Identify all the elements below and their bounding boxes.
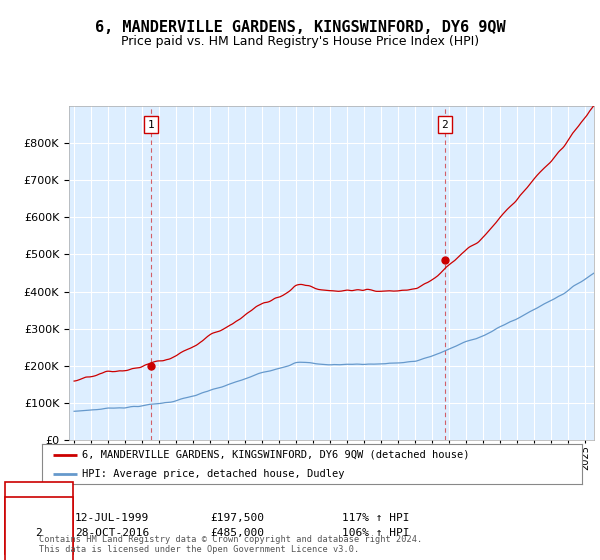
- Text: 2: 2: [35, 528, 43, 538]
- Text: 28-OCT-2016: 28-OCT-2016: [75, 528, 149, 538]
- Text: HPI: Average price, detached house, Dudley: HPI: Average price, detached house, Dudl…: [83, 469, 345, 478]
- Text: 2: 2: [442, 120, 448, 130]
- Text: 1: 1: [148, 120, 154, 130]
- Text: 117% ↑ HPI: 117% ↑ HPI: [342, 513, 409, 523]
- Text: 6, MANDERVILLE GARDENS, KINGSWINFORD, DY6 9QW: 6, MANDERVILLE GARDENS, KINGSWINFORD, DY…: [95, 20, 505, 35]
- Text: 106% ↑ HPI: 106% ↑ HPI: [342, 528, 409, 538]
- Text: £485,000: £485,000: [210, 528, 264, 538]
- Text: Price paid vs. HM Land Registry's House Price Index (HPI): Price paid vs. HM Land Registry's House …: [121, 35, 479, 48]
- Text: 6, MANDERVILLE GARDENS, KINGSWINFORD, DY6 9QW (detached house): 6, MANDERVILLE GARDENS, KINGSWINFORD, DY…: [83, 450, 470, 460]
- Text: £197,500: £197,500: [210, 513, 264, 523]
- Text: Contains HM Land Registry data © Crown copyright and database right 2024.
This d: Contains HM Land Registry data © Crown c…: [39, 535, 422, 554]
- Text: 12-JUL-1999: 12-JUL-1999: [75, 513, 149, 523]
- Text: 1: 1: [35, 513, 43, 523]
